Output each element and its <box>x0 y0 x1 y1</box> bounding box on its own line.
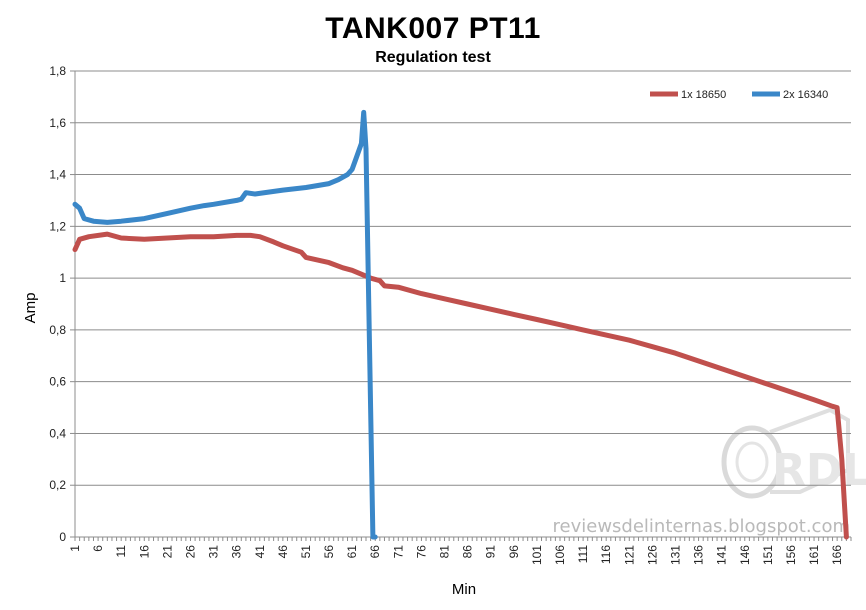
x-tick-label-22: 111 <box>576 545 590 564</box>
y-tick-label-7: 1,4 <box>49 168 66 182</box>
x-tick-label-3: 16 <box>137 545 151 559</box>
series-lines <box>72 109 849 540</box>
x-tick-label-29: 146 <box>738 545 752 565</box>
x-tick-label-0: 1 <box>68 545 82 552</box>
x-tick-label-6: 31 <box>207 545 221 559</box>
x-tick-label-15: 76 <box>414 545 428 559</box>
y-tick-label-2: 0,4 <box>49 426 66 440</box>
watermark-logo-text: RDL <box>772 445 866 496</box>
gridlines <box>75 70 851 486</box>
x-tick-label-19: 96 <box>507 545 521 559</box>
x-tick-label-20: 101 <box>530 545 544 565</box>
y-tick-label-4: 0,8 <box>49 323 66 337</box>
x-tick-label-28: 141 <box>715 545 729 565</box>
x-tick-label-12: 61 <box>345 545 359 559</box>
y-tick-label-5: 1 <box>59 271 66 285</box>
y-tick-label-8: 1,6 <box>49 116 66 130</box>
x-tick-label-8: 41 <box>253 545 267 559</box>
y-tick-label-6: 1,2 <box>49 219 66 233</box>
x-tick-label-26: 131 <box>668 545 682 565</box>
x-tick-label-11: 56 <box>322 545 336 559</box>
x-tick-label-17: 86 <box>461 545 475 559</box>
x-tick-label-21: 106 <box>553 545 567 565</box>
x-tick-label-33: 166 <box>830 545 844 565</box>
x-tick-label-10: 51 <box>299 545 313 559</box>
x-tick-label-25: 126 <box>645 545 659 565</box>
y-axis-ticks: 0 0,2 0,4 0,6 0,8 1 1,2 1,4 1,6 1,8 <box>49 64 75 544</box>
legend-label-0: 1x 18650 <box>681 89 726 101</box>
legend: 1x 18650 2x 16340 <box>650 89 828 101</box>
x-axis-label: Min <box>452 581 476 598</box>
y-tick-label-3: 0,6 <box>49 375 66 389</box>
x-tick-label-13: 66 <box>368 545 382 559</box>
x-tick-label-30: 151 <box>761 545 775 565</box>
flashlight-logo-icon: RDL <box>721 407 866 499</box>
watermark: RDL reviewsdelinternas.blogspot.com <box>553 407 866 537</box>
x-tick-label-24: 121 <box>622 545 636 565</box>
y-tick-label-9: 1,8 <box>49 64 66 78</box>
x-tick-label-2: 11 <box>114 545 128 558</box>
x-tick-label-32: 161 <box>807 545 821 565</box>
legend-label-1: 2x 16340 <box>783 89 828 101</box>
x-tick-label-5: 26 <box>183 545 197 559</box>
y-tick-label-0: 0 <box>59 530 66 544</box>
x-tick-label-9: 46 <box>276 545 290 559</box>
x-tick-label-27: 136 <box>692 545 706 565</box>
x-tick-label-1: 6 <box>91 545 105 552</box>
y-tick-label-1: 0,2 <box>49 478 66 492</box>
x-tick-label-4: 21 <box>160 545 174 559</box>
x-tick-label-7: 36 <box>230 545 244 559</box>
x-tick-label-31: 156 <box>784 545 798 565</box>
x-axis-ticks: 1 6 11 16 21 26 31 36 41 46 51 56 61 66 71 76 81 86 91 96 10… <box>68 537 852 565</box>
series-line-1 <box>72 109 378 540</box>
series-line-0 <box>72 231 849 540</box>
watermark-text: reviewsdelinternas.blogspot.com <box>553 516 850 537</box>
x-tick-label-23: 116 <box>599 545 613 564</box>
chart-subtitle: Regulation test <box>375 49 491 66</box>
y-axis-label: Amp <box>22 293 39 324</box>
chart-title: TANK007 PT11 <box>325 12 541 45</box>
x-tick-label-14: 71 <box>391 545 405 559</box>
x-tick-label-18: 91 <box>484 545 498 559</box>
x-tick-label-16: 81 <box>438 545 452 559</box>
